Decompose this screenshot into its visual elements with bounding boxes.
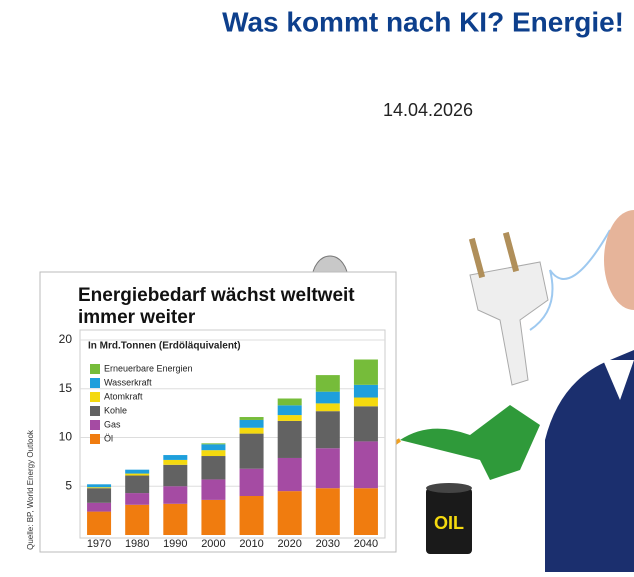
bar-segment	[239, 468, 264, 496]
bar-segment	[239, 496, 264, 535]
chart-title-line: immer weiter	[78, 307, 196, 328]
bar-segment	[353, 406, 378, 442]
bar-segment	[353, 441, 378, 489]
x-tick-label: 1980	[125, 538, 149, 550]
bar-segment	[315, 488, 340, 535]
bar-segment	[163, 464, 188, 487]
bar-segment	[353, 397, 378, 407]
chart-title-line: Energiebedarf wächst weltweit	[78, 285, 355, 306]
bar-segment	[125, 504, 150, 535]
bar-segment	[353, 384, 378, 398]
bar-segment	[277, 491, 302, 535]
x-tick-label: 1990	[163, 538, 187, 550]
x-tick-label: 2030	[316, 538, 340, 550]
x-tick-label: 2040	[354, 538, 378, 550]
legend-swatch	[90, 434, 100, 444]
bar-segment	[277, 398, 302, 406]
legend-swatch	[90, 378, 100, 388]
bar-segment	[353, 488, 378, 535]
x-tick-label: 2020	[277, 538, 301, 550]
x-tick-label: 2000	[201, 538, 225, 550]
legend-swatch	[90, 406, 100, 416]
legend-label: Öl	[104, 433, 113, 443]
bar-segment	[163, 486, 188, 504]
bar-segment	[277, 415, 302, 421]
y-tick-label: 20	[59, 332, 73, 346]
bar-segment	[315, 403, 340, 412]
bar-segment	[125, 475, 150, 494]
bar-segment	[201, 479, 226, 500]
bar-segment	[163, 455, 188, 460]
legend-swatch	[90, 420, 100, 430]
bar-segment	[277, 405, 302, 416]
bar-segment	[201, 450, 226, 457]
y-tick-label: 5	[65, 478, 72, 492]
bar-segment	[87, 488, 112, 503]
bar-segment	[87, 502, 112, 512]
chart-subtitle: In Mrd.Tonnen (Erdöläquivalent)	[88, 341, 241, 352]
bar-segment	[315, 391, 340, 404]
bar-segment	[163, 503, 188, 535]
bar-segment	[277, 420, 302, 458]
legend-label: Kohle	[104, 405, 127, 415]
chart-source: Quelle: BP, World Energy Outlook	[26, 429, 35, 550]
bar-segment	[277, 457, 302, 492]
legend-label: Wasserkraft	[104, 377, 152, 387]
bar-segment	[201, 443, 226, 445]
bar-segment	[239, 433, 264, 469]
y-tick-label: 10	[59, 430, 73, 444]
bar-segment	[239, 427, 264, 434]
x-tick-label: 2010	[239, 538, 263, 550]
bar-segment	[125, 469, 150, 474]
date: 14.04.2026	[383, 100, 473, 120]
bar-segment	[353, 359, 378, 385]
bar-segment	[163, 459, 188, 465]
bar-segment	[315, 411, 340, 449]
barrel-label: OIL	[434, 513, 464, 533]
y-tick-label: 15	[59, 381, 73, 395]
legend-swatch	[90, 364, 100, 374]
bar-segment	[201, 499, 226, 535]
bar-segment	[201, 444, 226, 451]
bar-segment	[201, 456, 226, 480]
legend-swatch	[90, 392, 100, 402]
legend-label: Gas	[104, 419, 121, 429]
bar-segment	[125, 493, 150, 505]
bar-segment	[87, 484, 112, 488]
bar-segment	[239, 417, 264, 420]
bar-segment	[87, 511, 112, 535]
bar-segment	[315, 448, 340, 489]
bar-segment	[87, 487, 112, 489]
legend-label: Erneuerbare Energien	[104, 363, 193, 373]
bar-segment	[125, 473, 150, 476]
legend-label: Atomkraft	[104, 391, 143, 401]
chart-title: Energiebedarf wächst weltweit immer weite…	[78, 285, 355, 328]
page-title: Was kommt nach KI? Energie!	[222, 6, 624, 37]
bar-segment	[315, 375, 340, 392]
bar-segment	[239, 419, 264, 428]
x-tick-label: 1970	[87, 538, 111, 550]
